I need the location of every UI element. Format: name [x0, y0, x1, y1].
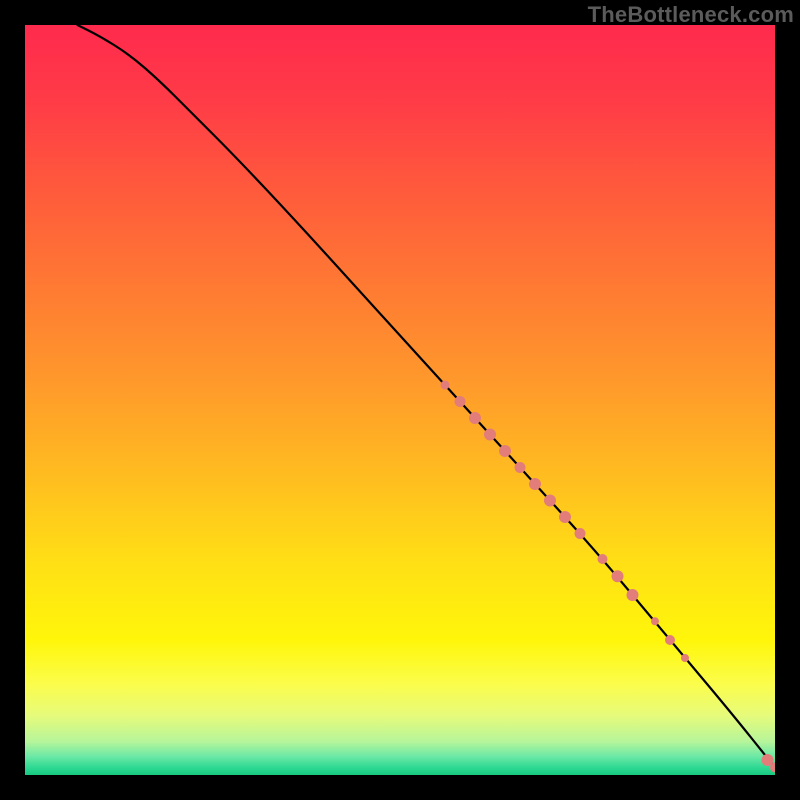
scatter-point: [681, 654, 689, 662]
scatter-point: [575, 528, 586, 539]
scatter-point: [499, 445, 511, 457]
chart-frame: TheBottleneck.com: [0, 0, 800, 800]
scatter-point: [529, 478, 541, 490]
scatter-point: [627, 589, 639, 601]
scatter-point: [455, 396, 466, 407]
scatter-point: [469, 412, 481, 424]
scatter-point: [598, 554, 608, 564]
scatter-point: [544, 495, 556, 507]
scatter-point: [559, 511, 571, 523]
scatter-point: [651, 617, 659, 625]
scatter-point: [515, 462, 526, 473]
scatter-point: [441, 381, 450, 390]
scatter-point: [612, 570, 624, 582]
scatter-point: [665, 635, 675, 645]
plot-area: [25, 25, 775, 775]
plot-svg: [25, 25, 775, 775]
gradient-background: [25, 25, 775, 775]
scatter-point: [484, 429, 496, 441]
